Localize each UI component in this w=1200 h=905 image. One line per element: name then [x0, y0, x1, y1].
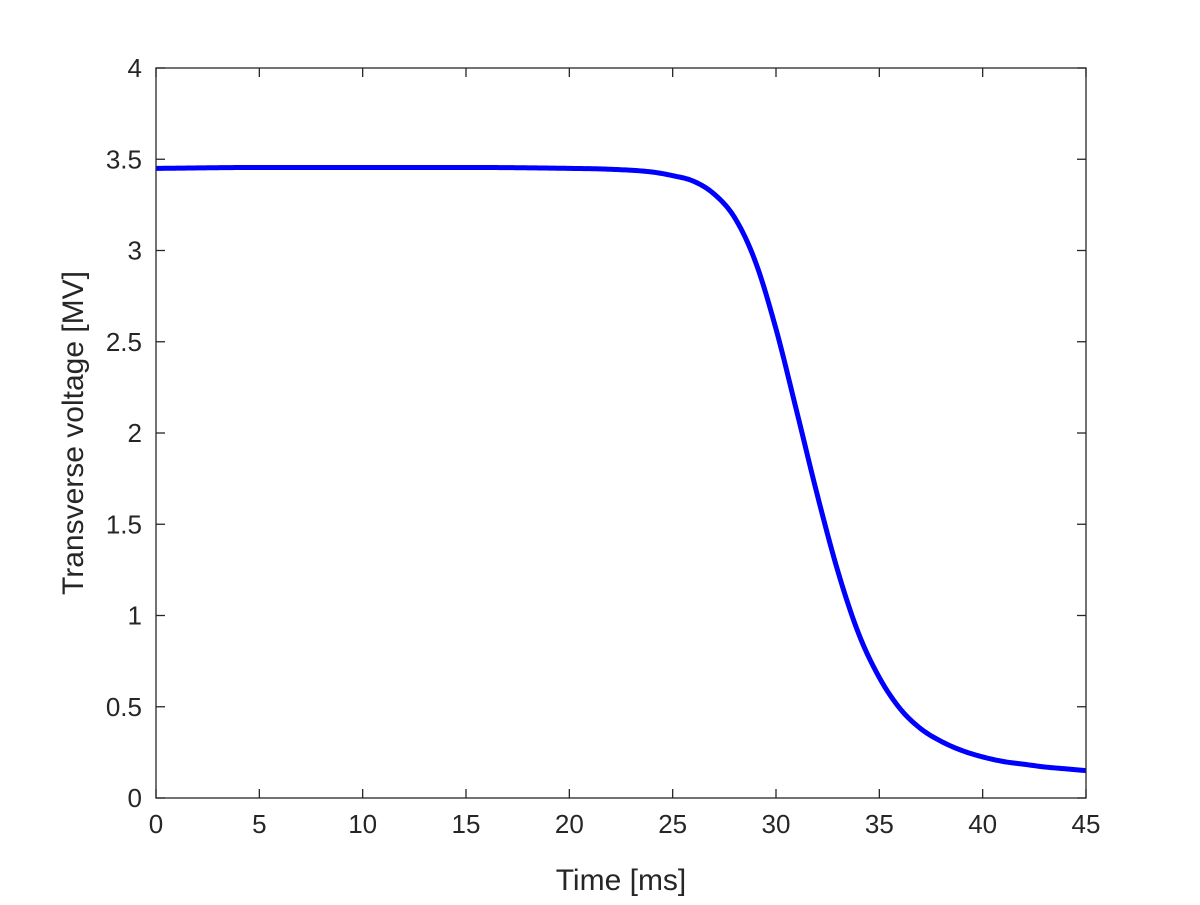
x-tick-label: 45 — [1072, 809, 1101, 839]
y-tick-label: 0.5 — [106, 692, 142, 722]
x-tick-label: 15 — [452, 809, 481, 839]
y-tick-label: 0 — [128, 783, 142, 813]
y-tick-label: 3 — [128, 236, 142, 266]
series-line — [155, 164, 1087, 774]
series-layer — [155, 164, 1087, 774]
y-tick-label: 4 — [128, 53, 142, 83]
x-tick-label: 30 — [762, 809, 791, 839]
y-tick-label: 1 — [128, 601, 142, 631]
y-tick-label: 2.5 — [106, 327, 142, 357]
x-tick-label: 20 — [555, 809, 584, 839]
y-tick-label: 2 — [128, 418, 142, 448]
x-tick-label: 25 — [658, 809, 687, 839]
x-tick-label: 5 — [252, 809, 266, 839]
x-tick-label: 40 — [968, 809, 997, 839]
x-tick-label: 10 — [348, 809, 377, 839]
x-axis-label: Time [ms] — [556, 864, 687, 897]
x-tick-labels: 0 5 10 15 20 25 30 35 40 45 — [149, 809, 1101, 839]
y-tick-labels: 0 0.5 1 1.5 2 2.5 3 3.5 4 — [106, 53, 142, 813]
x-tick-label: 35 — [865, 809, 894, 839]
y-tick-label: 1.5 — [106, 509, 142, 539]
plot-area — [156, 68, 1086, 798]
x-tick-label: 0 — [149, 809, 163, 839]
y-tick-label: 3.5 — [106, 144, 142, 174]
axes-box — [155, 67, 1087, 799]
y-axis-label: Transverse voltage [MV] — [57, 271, 90, 595]
